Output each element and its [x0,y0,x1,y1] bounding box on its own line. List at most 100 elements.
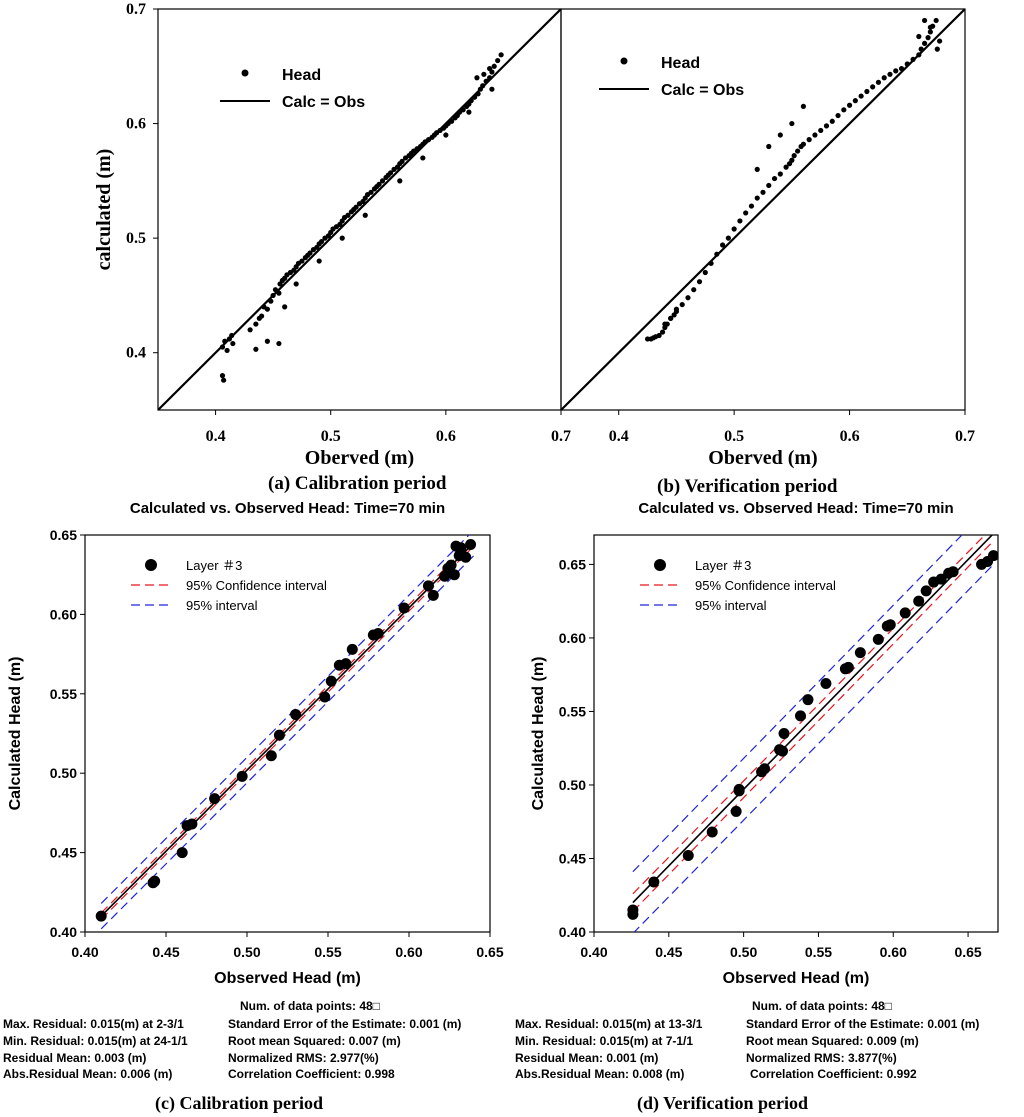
data-point [708,260,714,266]
data-point [253,346,259,352]
data-point [706,826,718,838]
y-tick-label: 0.60 [50,606,77,622]
y-axis-label: Calculated Head (m) [7,657,24,811]
x-tick-label: 0.45 [152,944,179,960]
data-point [627,904,639,916]
data-point [318,238,325,245]
y-axis-label: Calculated Head (m) [530,657,547,811]
data-point [884,619,896,631]
y-tick-label: 0.5 [126,230,146,247]
data-point [789,157,795,163]
data-point [222,338,228,344]
x-axis-label: Observed Head (m) [214,970,361,987]
data-point [916,52,922,58]
data-point [219,344,226,350]
stat-normalized-rms: Normalized RMS: 3.877(%) [746,1051,897,1065]
x-tick-label: 0.55 [314,944,341,960]
stat-residual-mean: Residual Mean: 0.001 (m) [515,1051,659,1065]
data-point [481,71,487,77]
data-point [679,301,685,308]
data-point [345,212,351,218]
data-point [682,850,694,862]
data-point [812,132,818,138]
x-tick-label: 0.50 [233,944,260,960]
data-point [468,98,474,104]
legend-label-prediction: 95% interval [186,598,258,613]
x-tick-label: 0.50 [730,944,757,960]
data-point [268,298,274,304]
data-point [376,181,382,187]
data-point [491,63,497,69]
prediction-interval-line-upper [100,535,470,904]
data-point [842,661,854,673]
data-point [922,40,928,46]
x-tick-label: 0.7 [955,428,975,445]
y-axis-label: calculated (m) [93,149,115,271]
data-point [399,158,405,164]
series-line-calc-obs [158,9,561,410]
data-point [806,137,812,143]
data-point [702,269,708,276]
chart-d: Calculated vs. Observed Head: Time=70 mi… [530,500,999,987]
stat-residual-mean: Residual Mean: 0.003 (m) [3,1051,147,1065]
data-point [443,132,449,138]
data-point [846,102,853,108]
data-point [219,373,226,379]
data-point [800,103,807,109]
data-point [420,155,426,161]
data-point [673,306,680,312]
data-point [933,17,939,24]
y-tick-label: 0.55 [559,703,586,719]
data-point [487,65,493,72]
legend-label-head: Head [282,67,321,84]
data-point [475,91,481,97]
data-point [299,258,305,264]
data-point [290,708,302,720]
data-point [259,313,265,319]
data-point [247,327,253,333]
x-axis-label: Oberved (m) [305,447,414,469]
legend-marker-head [620,57,628,65]
data-point [282,304,288,310]
data-point [265,750,277,762]
data-point [766,182,772,189]
series-line-fit [632,535,994,904]
data-point [777,132,783,138]
data-point [372,627,384,639]
data-point [899,607,911,619]
data-point [818,127,824,134]
stat-rms: Root mean Squared: 0.007 (m) [228,1034,401,1048]
legend-label-prediction: 95% interval [695,598,767,613]
data-point [754,195,760,201]
data-point [273,729,285,741]
data-point [714,251,720,257]
data-point [759,763,771,775]
data-point [293,281,299,287]
data-point [236,770,248,782]
data-point [778,728,790,739]
x-tick-label: 0.65 [476,944,503,960]
x-tick-label: 0.60 [395,944,422,960]
confidence-interval-line-upper [100,539,475,914]
data-point [656,332,662,339]
legend-label-layer: Layer ＃3 [695,558,751,573]
data-point [487,75,493,81]
data-point [937,38,943,44]
stat-abs-residual-mean: Abs.Residual Mean: 0.006 (m) [3,1067,173,1081]
data-point [422,580,434,592]
plot-area [561,9,965,410]
x-tick-label: 0.45 [655,944,682,960]
stat-max-residual: Max. Residual: 0.015(m) at 13-3/1 [515,1017,703,1031]
plot-area [158,9,561,410]
data-point [453,550,465,562]
data-point [893,68,899,74]
data-point [480,83,486,89]
data-point [854,647,866,659]
stat-std-error: Standard Error of the Estimate: 0.001 (m… [228,1017,462,1031]
stat-num-points: Num. of data points: 48□ [752,999,892,1013]
data-point [662,321,668,327]
prediction-interval-line-lower [633,563,994,932]
stat-abs-residual-mean: Abs.Residual Mean: 0.008 (m) [515,1067,685,1081]
data-point [823,123,830,129]
